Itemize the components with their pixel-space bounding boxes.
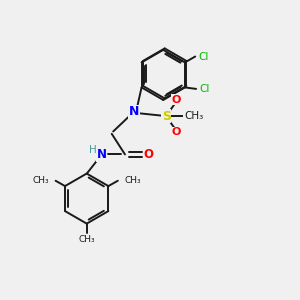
Text: CH₃: CH₃ [184, 111, 203, 121]
Text: CH₃: CH₃ [124, 176, 141, 185]
Text: O: O [172, 127, 181, 137]
Text: H: H [89, 145, 97, 155]
Text: N: N [129, 105, 139, 118]
Text: CH₃: CH₃ [32, 176, 49, 185]
Text: Cl: Cl [198, 52, 208, 61]
Text: Cl: Cl [199, 84, 209, 94]
Text: O: O [172, 95, 181, 105]
Text: S: S [162, 110, 171, 123]
Text: CH₃: CH₃ [78, 235, 95, 244]
Text: N: N [96, 148, 106, 161]
Text: O: O [143, 148, 154, 161]
